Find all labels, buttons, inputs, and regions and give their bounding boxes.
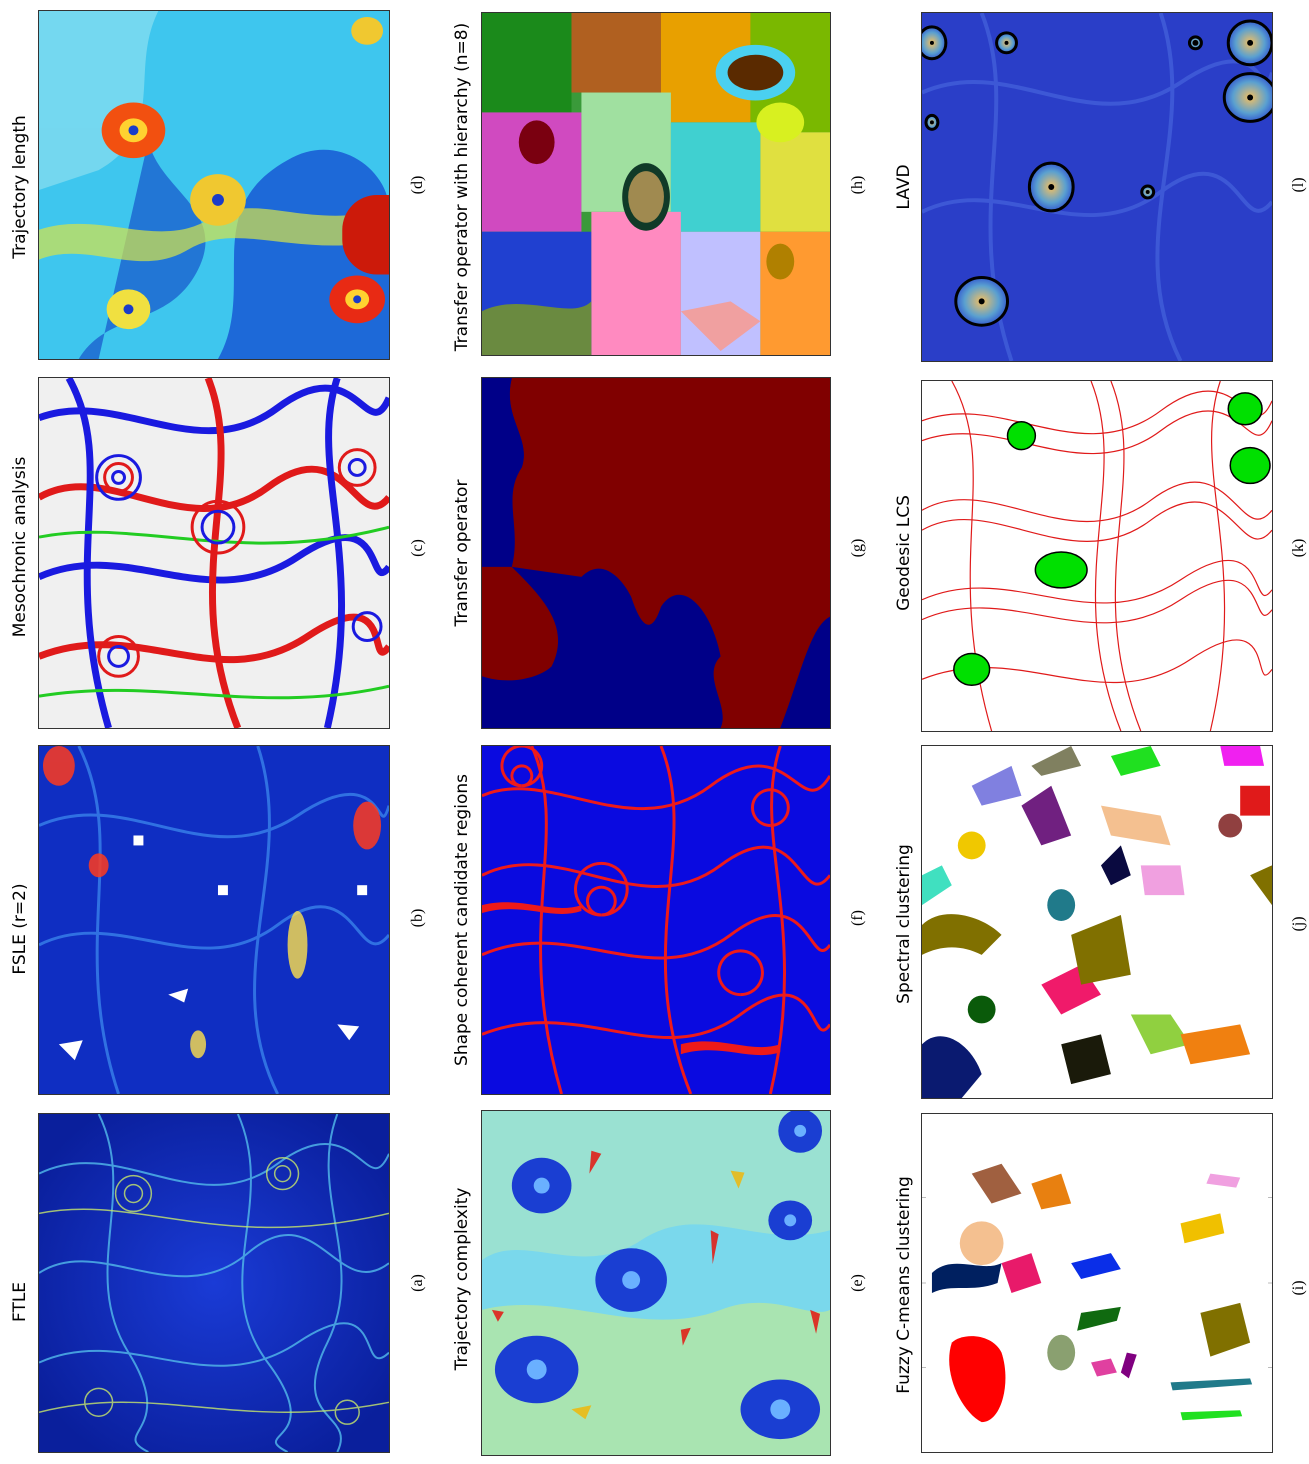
trajectory-length-field-image bbox=[39, 11, 389, 359]
spectral-clustering-field-image bbox=[922, 746, 1272, 1098]
panel-title-f: Shape coherent candidate regions bbox=[452, 774, 472, 1066]
transfer-operator-field-image bbox=[482, 378, 830, 728]
panel-a-ftle bbox=[38, 1113, 390, 1453]
panel-label-k: (k) bbox=[1290, 538, 1307, 558]
panel-label-d: (d) bbox=[409, 175, 426, 195]
mesochronic-field-image bbox=[39, 378, 389, 728]
fuzzy-cmeans-field-image bbox=[922, 1114, 1272, 1452]
panel-g-transfer-operator bbox=[481, 377, 831, 729]
panel-l-lavd bbox=[921, 12, 1273, 362]
panel-label-b: (b) bbox=[409, 908, 426, 928]
panel-title-l: LAVD bbox=[894, 164, 914, 210]
panel-title-g: Transfer operator bbox=[452, 479, 472, 627]
panel-label-h: (h) bbox=[849, 175, 866, 195]
panel-label-j: (j) bbox=[1290, 916, 1307, 932]
panel-e-trajectory-complexity bbox=[481, 1110, 831, 1456]
panel-label-f: (f) bbox=[849, 910, 866, 926]
panel-d-trajectory-length bbox=[38, 10, 390, 360]
panel-label-c: (c) bbox=[409, 539, 426, 557]
panel-title-a: FTLE bbox=[10, 1281, 30, 1323]
fsle-field-image bbox=[39, 746, 389, 1094]
panel-label-a: (a) bbox=[409, 1274, 426, 1292]
panel-i-fuzzy-cmeans bbox=[921, 1113, 1273, 1453]
geodesic-lcs-field-image bbox=[922, 381, 1272, 731]
panel-f-shape-coherent bbox=[481, 745, 831, 1095]
panel-title-c: Mesochronic analysis bbox=[10, 456, 30, 638]
panel-label-e: (e) bbox=[849, 1274, 866, 1292]
panel-k-geodesic-lcs bbox=[921, 380, 1273, 732]
trajectory-complexity-field-image bbox=[482, 1111, 830, 1455]
panel-title-d: Trajectory length bbox=[10, 115, 30, 259]
panel-label-g: (g) bbox=[849, 538, 866, 558]
panel-title-k: Geodesic LCS bbox=[894, 495, 914, 611]
panel-title-e: Trajectory complexity bbox=[452, 1187, 472, 1371]
panel-b-fsle bbox=[38, 745, 390, 1095]
lavd-field-image bbox=[922, 13, 1272, 361]
panel-h-transfer-hierarchy bbox=[481, 12, 831, 356]
panel-label-i: (i) bbox=[1290, 1280, 1307, 1296]
panel-title-j: Spectral clustering bbox=[894, 844, 914, 1004]
panel-title-b: FSLE (r=2) bbox=[10, 883, 30, 975]
panel-c-mesochronic bbox=[38, 377, 390, 729]
panel-j-spectral-clustering bbox=[921, 745, 1273, 1099]
panel-title-i: Fuzzy C-means clustering bbox=[894, 1176, 914, 1394]
panel-title-h: Transfer operator with hierarchy (n=8) bbox=[452, 22, 472, 352]
shape-coherent-field-image bbox=[482, 746, 830, 1094]
ftle-field-image bbox=[39, 1114, 389, 1452]
transfer-hierarchy-field-image bbox=[482, 13, 830, 355]
panel-label-l: (l) bbox=[1290, 177, 1307, 193]
